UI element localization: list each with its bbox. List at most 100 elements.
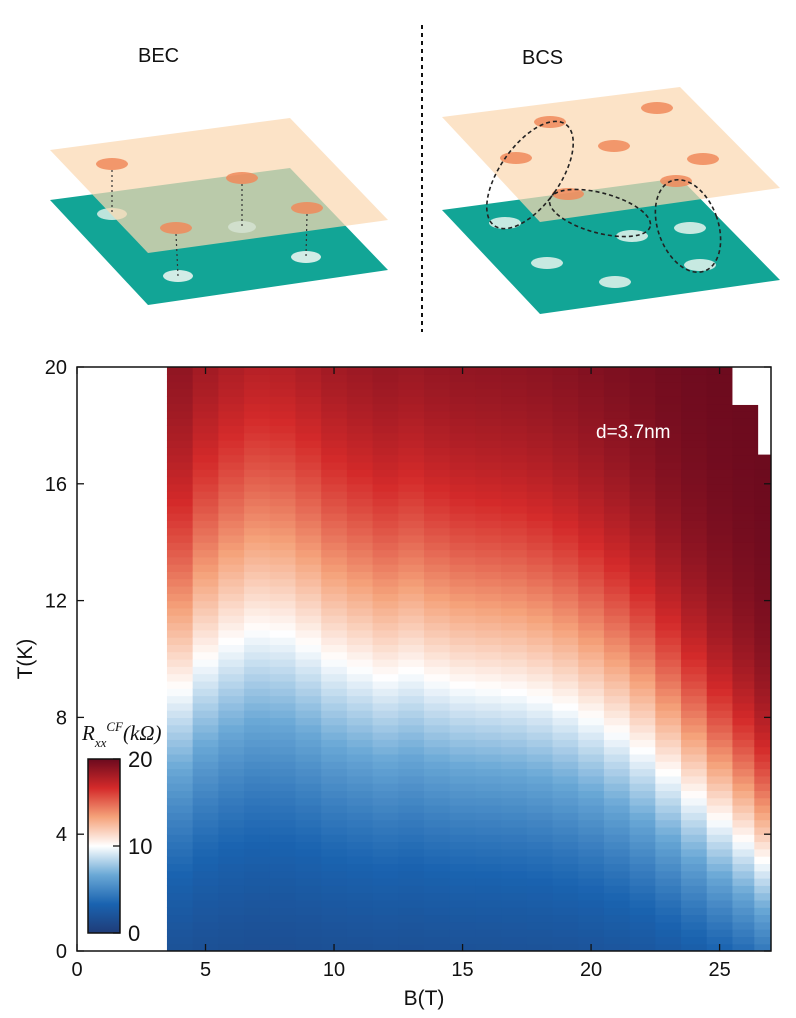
heatmap-cell (166, 775, 194, 784)
heatmap-cell (732, 841, 755, 850)
heatmap-cell (269, 680, 297, 689)
heatmap-cell (346, 622, 374, 631)
heatmap-cell (501, 856, 528, 864)
heatmap-cell (192, 717, 219, 726)
heatmap-cell (655, 717, 682, 726)
heatmap-cell (346, 534, 374, 543)
heatmap-cell (244, 856, 271, 864)
heatmap-cell (346, 461, 374, 470)
heatmap-cell (449, 892, 476, 901)
heatmap-cell (192, 790, 219, 799)
heatmap-cell (192, 739, 219, 748)
heatmap-cell (629, 732, 656, 740)
heatmap-cell (681, 498, 708, 507)
heatmap-cell (475, 870, 502, 879)
heatmap-cell (526, 739, 554, 748)
heatmap-cell (449, 549, 476, 558)
heatmap-cell (295, 534, 322, 543)
heatmap-cell (681, 878, 708, 886)
heatmap-cell (166, 447, 194, 456)
heatmap-cell (244, 461, 271, 470)
heatmap-cell (681, 432, 708, 441)
heatmap-cell (321, 440, 348, 448)
heatmap-cell (706, 921, 734, 930)
heatmap-cell (218, 615, 245, 624)
heatmap-cell (372, 834, 399, 843)
heatmap-cell (655, 688, 682, 697)
heatmap-cell (754, 564, 771, 572)
heatmap-cell (475, 637, 502, 645)
heatmap-cell (192, 914, 219, 923)
heatmap-cell (526, 410, 554, 419)
heatmap-cell (295, 542, 322, 551)
heatmap-cell (501, 907, 528, 916)
heatmap-cell (166, 936, 194, 945)
heatmap-cell (192, 746, 219, 755)
heatmap-cell (346, 600, 374, 609)
heatmap-cell (372, 564, 399, 572)
heatmap-cell (346, 907, 374, 916)
heatmap-cell (424, 367, 451, 375)
heatmap-cell (501, 761, 528, 770)
heatmap-cell (295, 513, 322, 521)
heatmap-cell (578, 556, 605, 565)
heatmap-cell (166, 863, 194, 872)
heatmap-cell (475, 607, 502, 616)
heatmap-cell (552, 826, 579, 835)
heatmap-cell (346, 469, 374, 478)
heatmap-cell (346, 863, 374, 872)
heatmap-cell (578, 513, 605, 521)
heatmap-cell (603, 819, 631, 828)
heatmap-cell (166, 556, 194, 565)
heatmap-cell (424, 724, 451, 733)
heatmap-cells (166, 367, 771, 951)
heatmap-cell (681, 505, 708, 514)
heatmap-cell (754, 746, 771, 755)
heatmap-cell (372, 571, 399, 580)
heatmap-cell (398, 936, 425, 945)
heatmap-cell (424, 440, 451, 448)
heatmap-cell (372, 907, 399, 916)
heatmap-cell (269, 921, 297, 930)
heatmap-cell (269, 673, 297, 682)
heatmap-cell (372, 746, 399, 755)
heatmap-cell (578, 790, 605, 799)
heatmap-cell (321, 549, 348, 558)
heatmap-cell (475, 600, 502, 609)
heatmap-cell (501, 607, 528, 616)
heatmap-cell (244, 680, 271, 689)
heatmap-cell (424, 856, 451, 864)
heatmap-cell (501, 819, 528, 828)
heatmap-cell (578, 520, 605, 529)
heatmap-cell (244, 936, 271, 945)
heatmap-cell (681, 724, 708, 733)
heatmap-cell (681, 651, 708, 660)
heatmap-cell (706, 447, 734, 456)
heatmap-cell (603, 396, 631, 405)
heatmap-cell (655, 885, 682, 894)
heatmap-cell (501, 936, 528, 945)
heatmap-cell (346, 834, 374, 843)
heatmap-cell (269, 593, 297, 602)
heatmap-cell (295, 695, 322, 704)
heatmap-cell (269, 753, 297, 762)
heatmap-cell (398, 856, 425, 864)
heatmap-cell (398, 659, 425, 667)
heatmap-cell (295, 491, 322, 499)
heatmap-cell (578, 600, 605, 609)
heatmap-cell (603, 841, 631, 850)
heatmap-cell (603, 775, 631, 784)
heatmap-cell (706, 666, 734, 675)
heatmap-cell (372, 388, 399, 397)
heatmap-cell (398, 505, 425, 514)
bec-top-layer (50, 118, 388, 253)
heatmap-cell (192, 651, 219, 660)
heatmap-cell (166, 761, 194, 770)
heatmap-cell (706, 513, 734, 521)
heatmap-cell (552, 498, 579, 507)
heatmap-cell (706, 644, 734, 653)
heatmap-cell (269, 564, 297, 572)
heatmap-cell (681, 476, 708, 485)
heatmap-cell (295, 739, 322, 748)
heatmap-cell (754, 469, 771, 478)
